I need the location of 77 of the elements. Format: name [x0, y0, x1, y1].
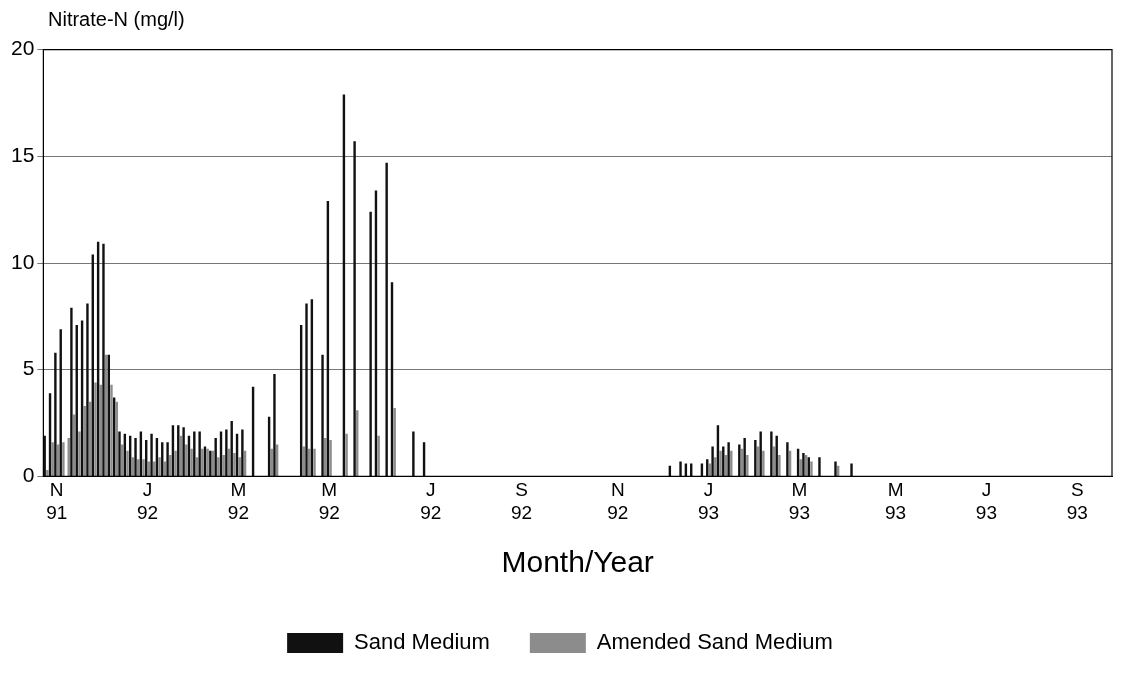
y-tick-label: 10: [11, 249, 35, 273]
legend-label: Amended Sand Medium: [596, 629, 833, 655]
bar: [313, 448, 316, 476]
bar: [810, 461, 813, 476]
bar: [850, 463, 853, 476]
bar: [711, 446, 714, 476]
y-tick-label: 0: [22, 463, 35, 487]
bar: [273, 373, 276, 476]
bar: [241, 429, 244, 476]
bar: [738, 444, 741, 476]
bar: [233, 452, 236, 476]
x-tick-label: N 91: [46, 479, 68, 523]
bar: [345, 433, 348, 476]
x-tick-label: J 92: [420, 479, 442, 523]
bar: [786, 442, 789, 476]
bar: [190, 448, 193, 476]
bar: [305, 303, 308, 476]
bar: [377, 435, 380, 476]
bar: [198, 431, 201, 476]
bar: [193, 431, 196, 476]
bar: [727, 442, 730, 476]
y-axis-title: Nitrate-N (mg/l): [48, 8, 186, 32]
bar: [134, 437, 137, 476]
bar: [166, 442, 169, 476]
bar: [86, 303, 89, 476]
bar: [746, 455, 749, 476]
bar: [110, 384, 113, 476]
bar: [719, 450, 722, 476]
bar: [54, 352, 57, 476]
bar: [217, 457, 220, 476]
bar: [46, 470, 49, 476]
bar: [118, 431, 121, 476]
bar: [679, 461, 682, 476]
x-tick-label: N 92: [607, 479, 629, 523]
bar: [369, 211, 372, 476]
bar: [78, 431, 81, 476]
y-tick-label: 15: [11, 143, 35, 167]
x-tick-label: J 93: [975, 479, 997, 523]
bar: [818, 457, 821, 476]
x-tick-label: M 92: [318, 479, 340, 523]
bar: [778, 455, 781, 476]
bar: [759, 431, 762, 476]
bar: [174, 450, 177, 476]
bar: [770, 431, 773, 476]
bar: [225, 429, 228, 476]
bar: [353, 141, 356, 476]
y-tick-label: 5: [22, 356, 35, 380]
bar: [70, 307, 73, 476]
y-tick-label: 20: [11, 36, 35, 60]
bar: [158, 457, 161, 476]
x-tick-label: S 92: [511, 479, 533, 523]
bar: [329, 440, 332, 476]
bar: [102, 243, 105, 476]
bar: [385, 162, 388, 476]
x-tick-label: J 93: [698, 479, 720, 523]
bar: [94, 382, 97, 476]
bar: [142, 459, 145, 476]
bar: [214, 437, 217, 476]
bar: [762, 450, 765, 476]
bar: [182, 427, 185, 476]
x-tick-label: M 93: [788, 479, 810, 523]
bar: [321, 354, 324, 476]
bar: [150, 433, 153, 476]
x-tick-label: M 93: [885, 479, 907, 523]
x-axis-title: Month/Year: [501, 545, 654, 579]
x-tick-label: S 93: [1066, 479, 1088, 523]
bar: [743, 437, 746, 476]
bar: [834, 461, 837, 476]
bar: [412, 431, 415, 476]
bar: [222, 455, 225, 476]
bar: [754, 440, 757, 476]
bar: [62, 442, 65, 476]
x-tick-label: M 92: [227, 479, 249, 523]
bar: [393, 408, 396, 476]
x-tick-label: J 92: [136, 479, 159, 523]
legend-label: Sand Medium: [354, 629, 490, 655]
bar: [126, 450, 129, 476]
